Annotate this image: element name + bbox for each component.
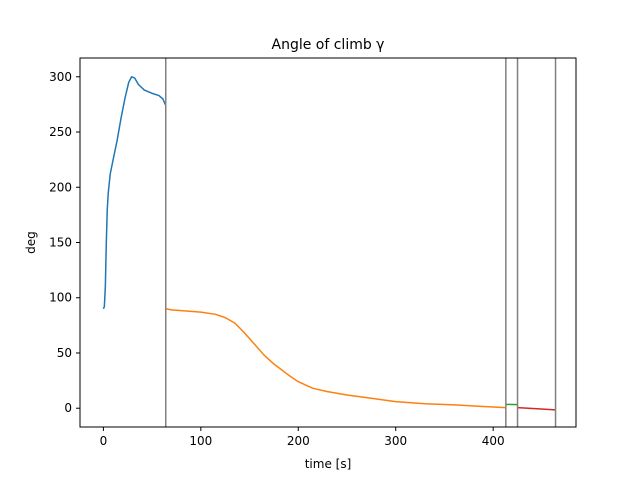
y-tick-label: 250 xyxy=(49,125,72,139)
y-tick-label: 300 xyxy=(49,70,72,84)
y-tick-label: 0 xyxy=(64,401,72,415)
x-axis: 0 100 200 300 400 xyxy=(100,427,505,448)
y-axis: 0 50 100 150 200 250 300 xyxy=(49,70,80,415)
y-tick-label: 100 xyxy=(49,291,72,305)
x-tick-label: 300 xyxy=(384,434,407,448)
x-tick-label: 100 xyxy=(189,434,212,448)
x-tick-label: 400 xyxy=(482,434,505,448)
series-line-2 xyxy=(165,308,506,409)
chart-title: Angle of climb γ xyxy=(272,37,385,53)
y-tick-label: 50 xyxy=(57,346,72,360)
series-line-4 xyxy=(517,406,556,411)
x-tick-label: 0 xyxy=(100,434,108,448)
plot-area xyxy=(102,58,557,427)
axes-frame xyxy=(79,57,577,428)
y-tick-label: 200 xyxy=(49,180,72,194)
y-axis-label: deg xyxy=(24,231,38,254)
x-axis-label: time [s] xyxy=(305,457,352,471)
y-tick-label: 150 xyxy=(49,236,72,250)
x-tick-label: 200 xyxy=(287,434,310,448)
series-line-1 xyxy=(102,76,167,310)
